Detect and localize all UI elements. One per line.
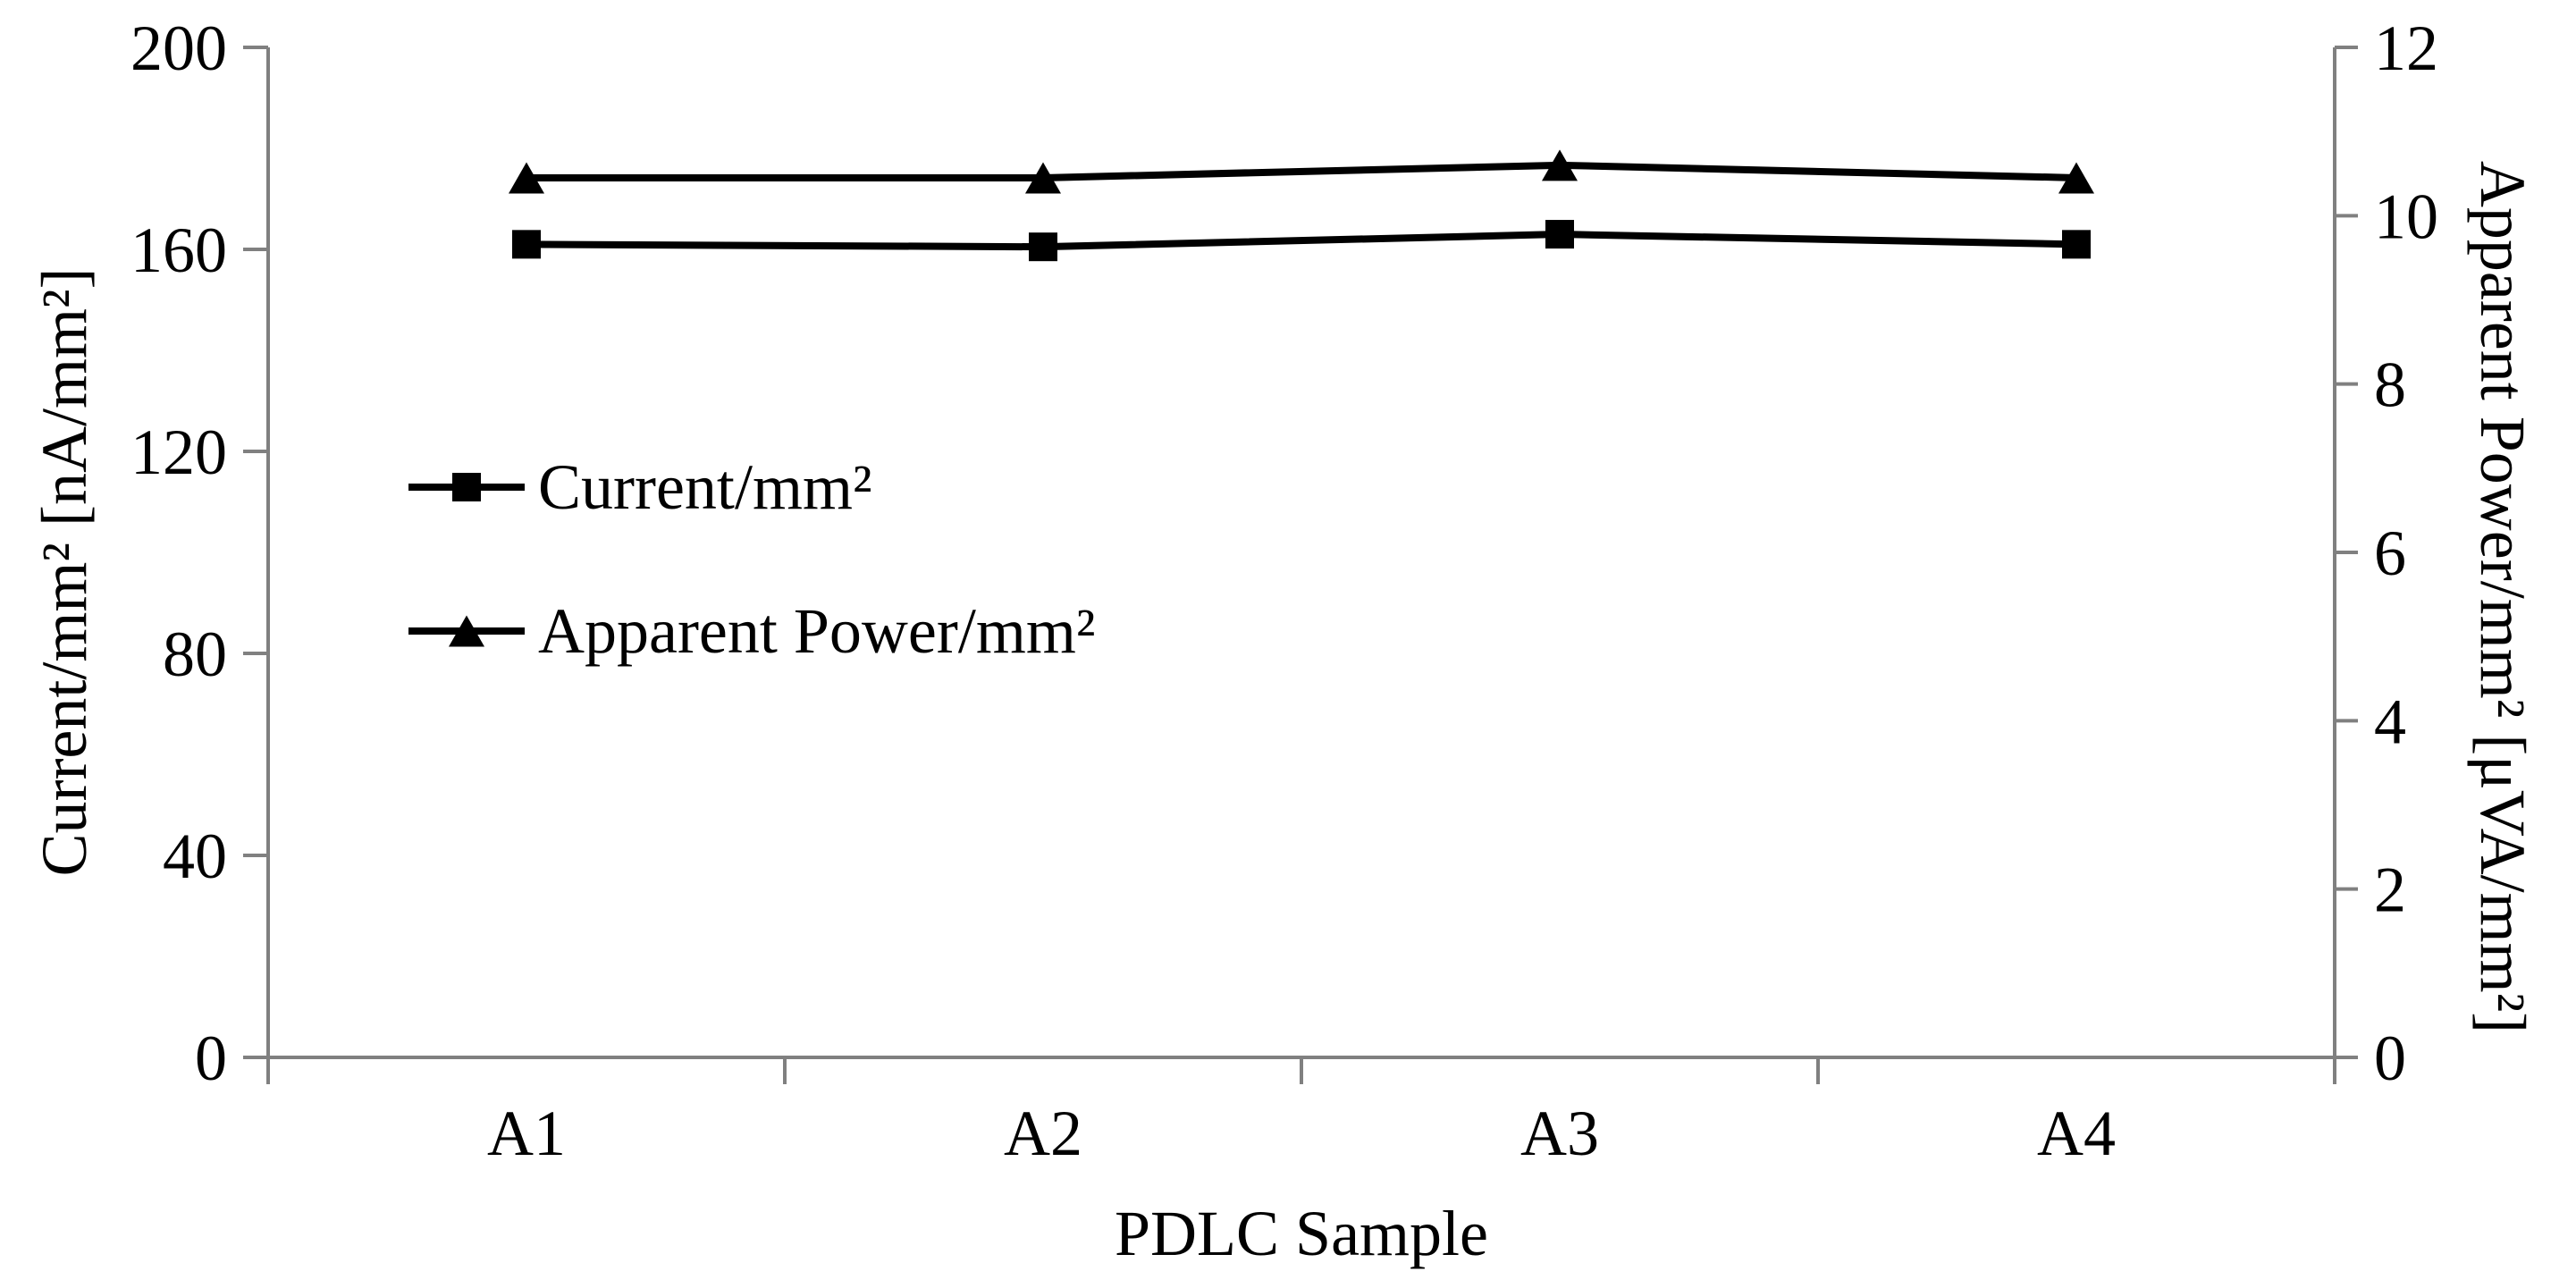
legend-label-current: Current/mm² (538, 451, 872, 523)
series-line-square (526, 231, 2077, 251)
left-axis-tick-label: 0 (195, 1023, 227, 1094)
x-axis-category-label: A3 (1520, 1098, 1599, 1169)
legend-square-marker (452, 473, 481, 501)
right-axis-tick-label: 0 (2374, 1023, 2406, 1094)
series-line-triangle (526, 161, 2077, 181)
legend-triangle-marker (449, 615, 484, 647)
x-axis-category-label: A4 (2037, 1098, 2116, 1169)
data-point-square-marker (2062, 230, 2091, 259)
right-axis-tick-label: 8 (2374, 349, 2406, 421)
data-point-triangle-marker (1542, 149, 1578, 181)
data-point-triangle-marker (1025, 162, 1061, 194)
data-point-square-marker (1029, 232, 1057, 262)
right-axis-tick-label: 2 (2374, 854, 2406, 926)
left-axis-tick-label: 160 (130, 215, 227, 286)
right-axis-title: Apparent Power/mm² [μVA/mm²] (2467, 160, 2538, 1034)
right-axis-tick-label: 10 (2374, 181, 2438, 252)
left-axis-title: Current/mm² [nA/mm²] (29, 267, 100, 877)
x-axis-category-label: A1 (487, 1098, 566, 1169)
right-axis-tick-label: 4 (2374, 686, 2406, 757)
data-point-triangle-marker (509, 162, 544, 194)
left-axis-tick-label: 40 (163, 821, 227, 892)
x-axis-category-label: A2 (1004, 1098, 1082, 1169)
right-axis-tick-label: 12 (2374, 13, 2438, 84)
right-axis-tick-label: 6 (2374, 518, 2406, 589)
left-axis-tick-label: 120 (130, 417, 227, 488)
left-axis-tick-label: 80 (163, 619, 227, 690)
data-point-triangle-marker (2058, 162, 2094, 194)
x-axis-title: PDLC Sample (1114, 1198, 1489, 1269)
left-axis-tick-label: 200 (130, 13, 227, 84)
legend-label-apparent-power: Apparent Power/mm² (538, 595, 1096, 667)
data-point-square-marker (1545, 220, 1574, 249)
data-point-square-marker (512, 230, 541, 259)
